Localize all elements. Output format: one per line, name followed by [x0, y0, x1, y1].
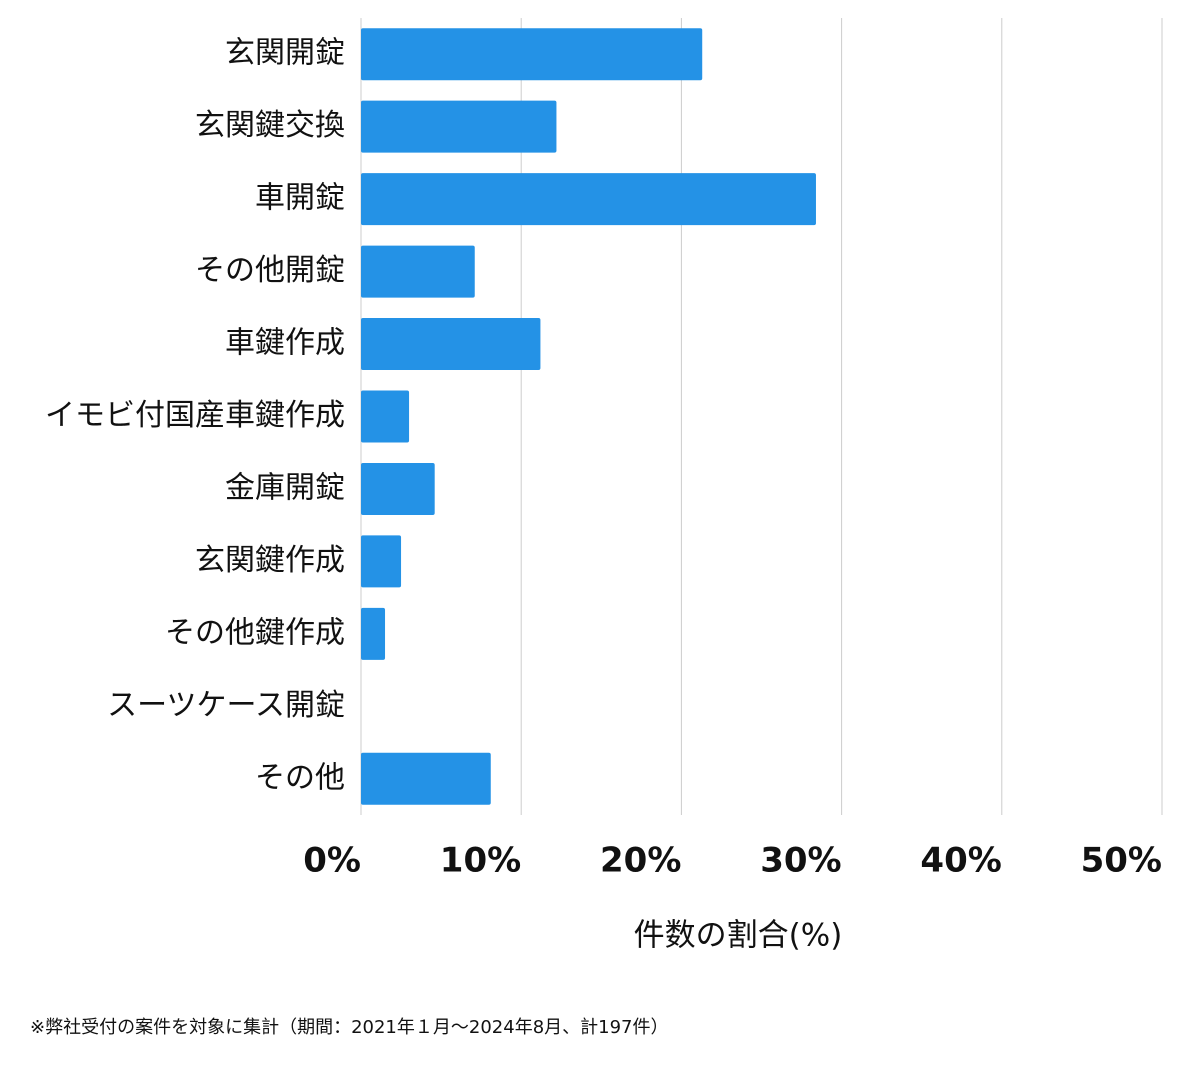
x-tick-label: 0% [303, 841, 361, 881]
x-tick-label: 50% [1081, 841, 1162, 881]
bar [361, 752, 491, 805]
y-tick-label: 玄関鍵交換 [195, 108, 345, 143]
bar [361, 390, 410, 443]
x-axis-label: 件数の割合(%) [634, 918, 843, 954]
y-tick-label: 玄関開錠 [225, 36, 345, 71]
y-tick-label: スーツケース開錠 [107, 688, 345, 723]
y-tick-label: その他開錠 [195, 253, 345, 288]
bar [361, 100, 557, 153]
x-tick-label: 20% [600, 841, 681, 881]
y-tick-label: 金庫開錠 [225, 470, 345, 505]
x-tick-label: 10% [440, 841, 521, 881]
bar [361, 245, 475, 298]
x-tick-label: 40% [920, 841, 1001, 881]
bar [361, 607, 386, 660]
footnote: ※弊社受付の案件を対象に集計（期間：2021年１月〜2024年8月、計197件） [30, 1017, 669, 1038]
bar [361, 462, 435, 515]
bar [361, 173, 816, 226]
bar [361, 535, 402, 588]
bar [361, 28, 703, 81]
y-tick-label: 車開錠 [255, 181, 345, 216]
x-tick-label: 30% [760, 841, 841, 881]
bar [361, 318, 541, 371]
y-tick-label: 玄関鍵作成 [195, 543, 345, 578]
y-tick-label: その他鍵作成 [165, 615, 345, 650]
y-tick-label: その他 [255, 760, 345, 795]
y-tick-label: イモビ付国産車鍵作成 [45, 398, 345, 433]
y-tick-label: 車鍵作成 [225, 326, 345, 361]
